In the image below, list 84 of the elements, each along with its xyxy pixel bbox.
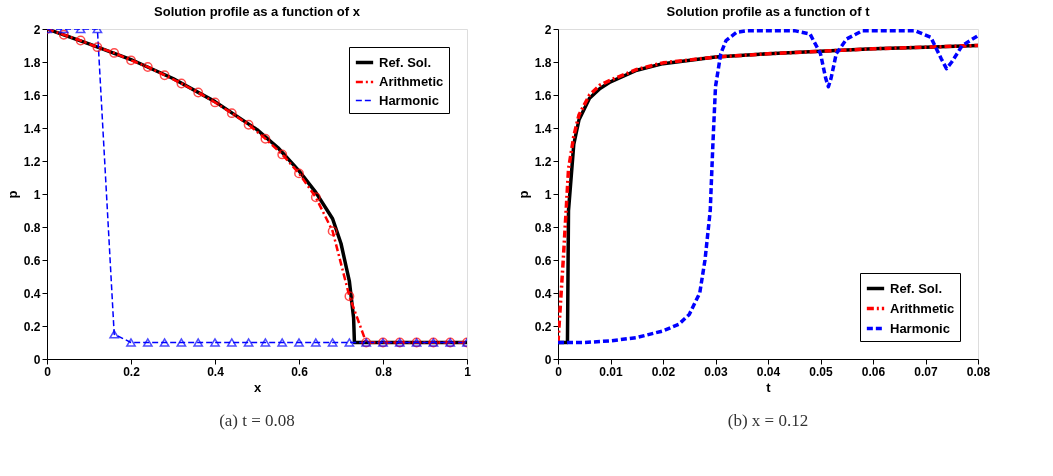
point <box>109 48 120 58</box>
x-tick-label: 0.2 <box>123 364 141 379</box>
point <box>226 338 237 347</box>
point <box>58 29 69 40</box>
point <box>243 338 254 347</box>
y-tick-label: 0.2 <box>534 319 552 334</box>
y-tick-label: 2 <box>33 22 41 37</box>
y-tick-label: 1.2 <box>534 154 552 169</box>
y-tick-label: 2 <box>544 22 552 37</box>
point <box>109 329 120 339</box>
y-tick-label: 1.6 <box>534 88 552 103</box>
point <box>142 338 153 347</box>
point <box>277 149 288 160</box>
legend-label: Harmonic <box>890 320 950 336</box>
x-tick-label: 0 <box>44 364 52 379</box>
legend-label: Arithmetic <box>379 74 444 89</box>
point <box>193 87 204 98</box>
y-tick-label: 1 <box>544 187 552 202</box>
y-tick-label: 1.6 <box>23 88 41 103</box>
point <box>310 192 321 203</box>
y-tick-label: 0.2 <box>23 319 41 334</box>
point <box>344 338 355 347</box>
y-tick-label: 0.8 <box>534 220 552 235</box>
point <box>327 226 338 237</box>
x-tick-label: 0.02 <box>651 364 676 379</box>
x-tick-label: 0.4 <box>207 364 225 379</box>
y-tick-label: 1.8 <box>23 55 41 70</box>
x-tick-label: 0.04 <box>756 364 781 379</box>
point <box>260 133 271 144</box>
x-tick-label: 0.05 <box>809 364 833 379</box>
chart-title: Solution profile as a function of x <box>154 4 361 19</box>
legend-label: Ref. Sol. <box>890 280 943 296</box>
point <box>142 62 153 72</box>
y-tick-label: 0.8 <box>23 220 41 235</box>
point <box>294 168 304 179</box>
x-tick-label: 0.8 <box>375 364 393 379</box>
point <box>126 338 136 347</box>
y-axis-title: p <box>515 190 531 199</box>
point <box>294 338 304 347</box>
point <box>327 338 338 347</box>
y-tick-label: 0.4 <box>23 286 41 301</box>
x-tick-label: 0.6 <box>291 364 309 379</box>
y-tick-label: 1.4 <box>23 121 41 136</box>
point <box>310 338 321 347</box>
point <box>344 291 355 302</box>
x-tick-label: 0.03 <box>704 364 728 379</box>
x-axis-title: t <box>766 379 772 395</box>
x-axis-title: x <box>253 379 262 395</box>
point <box>210 97 220 108</box>
y-tick-label: 0.6 <box>23 253 41 268</box>
point <box>92 42 103 53</box>
x-tick-label: 0.01 <box>599 364 623 379</box>
x-tick-label: 0.07 <box>914 364 938 379</box>
y-tick-label: 1.8 <box>534 55 552 70</box>
legend-label: Ref. Sol. <box>379 54 432 70</box>
legend-label: Harmonic <box>379 92 439 108</box>
text: (a) t = 0.08 <box>219 411 295 430</box>
point <box>75 35 86 46</box>
y-tick-label: 0.4 <box>534 286 552 301</box>
y-axis-title: p <box>4 190 20 199</box>
point <box>243 119 254 130</box>
legend-label: Arithmetic <box>890 300 955 316</box>
x-tick-label: 0.06 <box>861 364 886 379</box>
point <box>176 338 187 347</box>
y-tick-label: 1.2 <box>23 154 41 169</box>
point <box>193 338 204 347</box>
point <box>277 338 288 347</box>
text: (b) x = 0.12 <box>727 411 809 430</box>
point <box>159 338 170 347</box>
point <box>260 338 271 347</box>
y-tick-label: 0 <box>33 352 41 367</box>
point <box>226 108 237 119</box>
point <box>176 78 187 89</box>
point <box>126 55 136 66</box>
chart-title: Solution profile as a function of t <box>666 4 871 19</box>
point <box>210 338 220 347</box>
y-tick-label: 1.4 <box>534 121 552 136</box>
x-tick-label: 1 <box>464 364 472 379</box>
y-tick-label: 0 <box>544 352 552 367</box>
x-tick-label: 0 <box>555 364 563 379</box>
x-tick-label: 0.08 <box>966 364 991 379</box>
y-tick-label: 0.6 <box>534 253 552 268</box>
point <box>159 70 170 81</box>
y-tick-label: 1 <box>33 187 41 202</box>
